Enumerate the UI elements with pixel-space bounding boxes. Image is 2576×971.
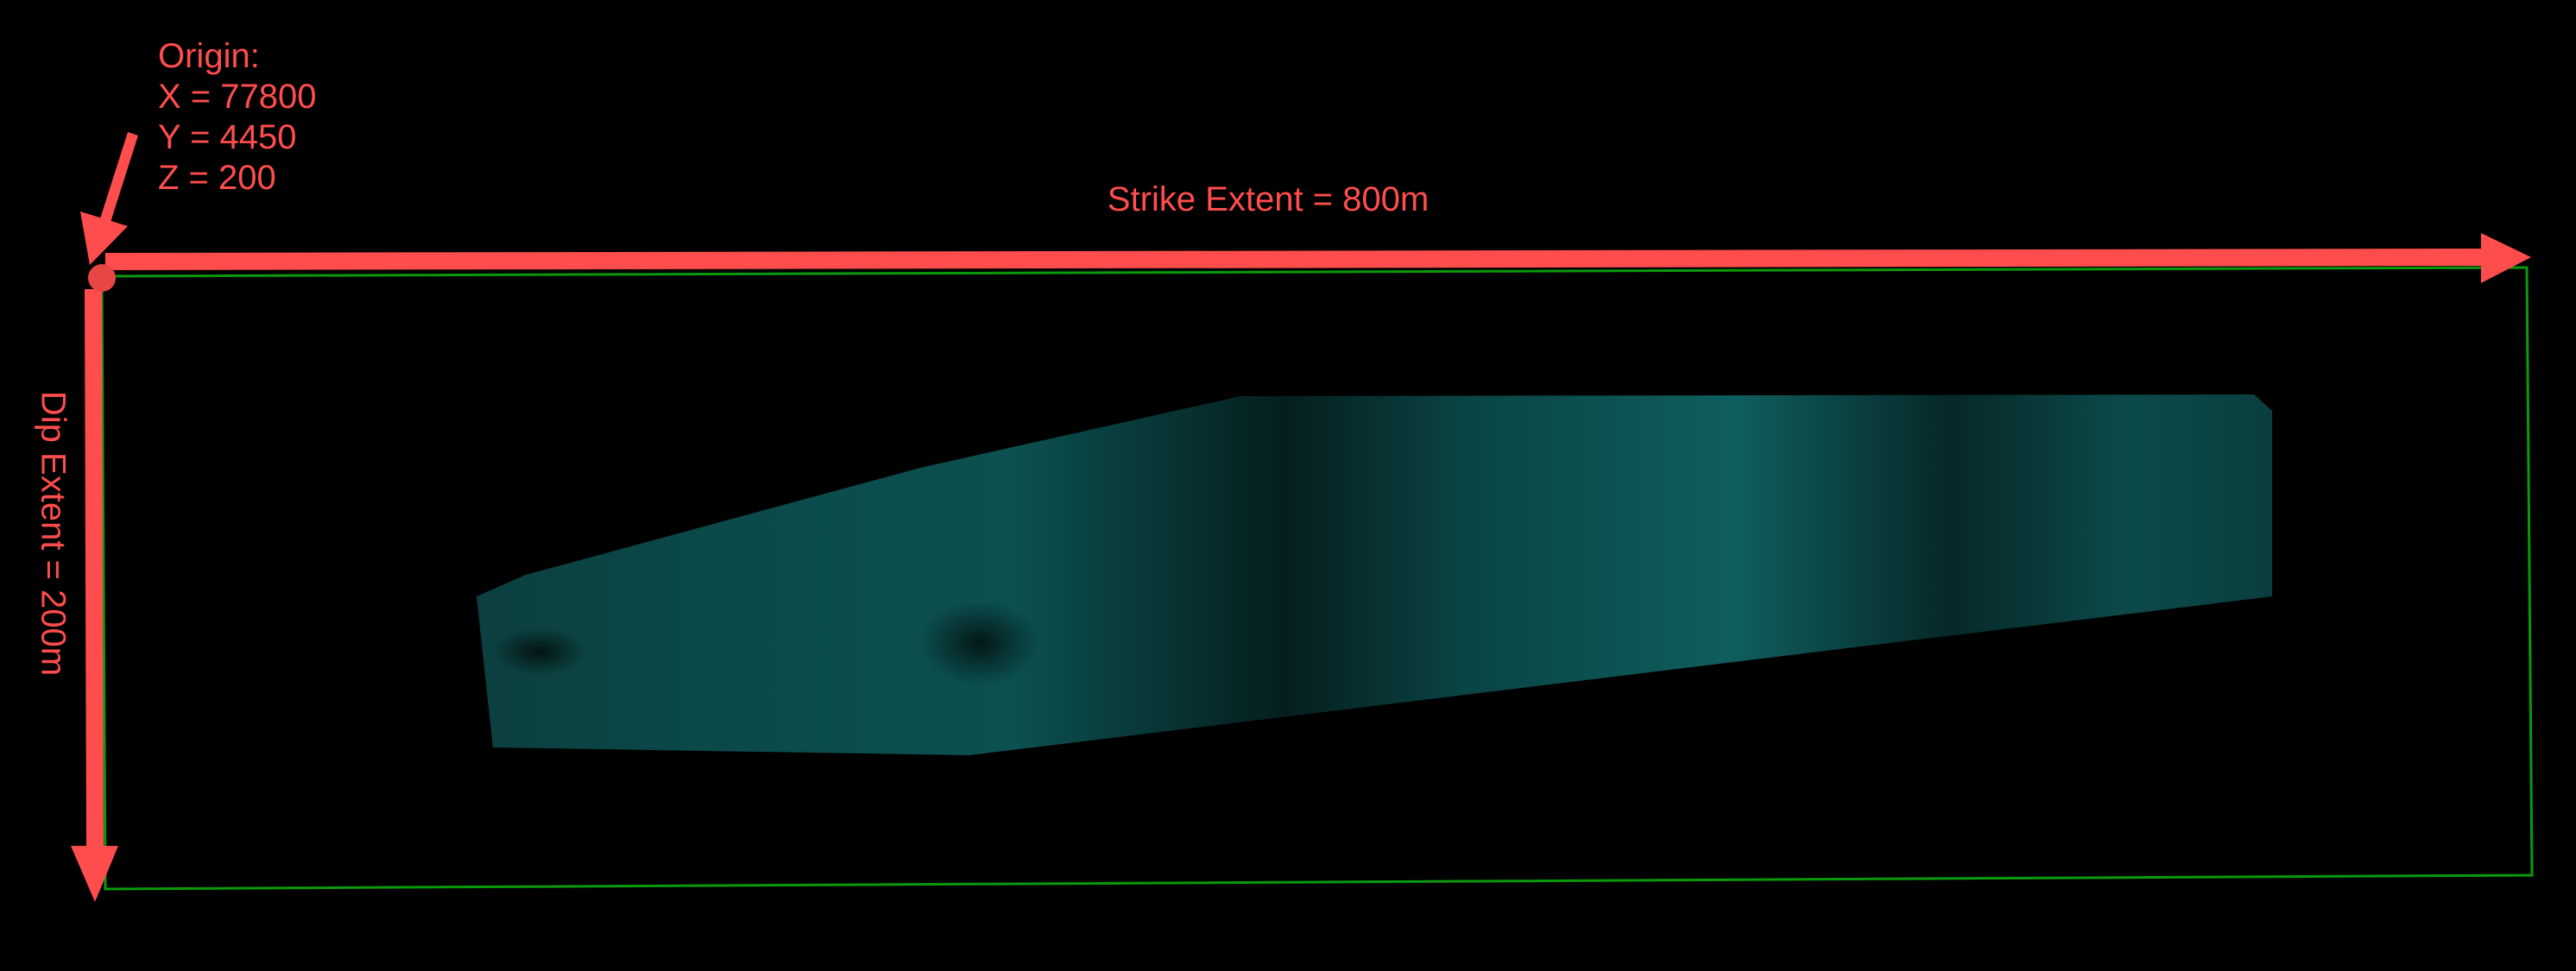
origin-x: X = 77800 [158,78,317,116]
boundary-box [100,266,2534,891]
origin-pointer-arrow [80,132,138,265]
surface-depression [492,627,587,676]
origin-marker [88,264,116,292]
strike-arrow [105,233,2531,283]
ore-surface [477,394,2272,755]
origin-y: Y = 4450 [158,118,297,156]
dip-arrow [71,289,118,902]
origin-label: Origin: X = 77800 Y = 4450 Z = 200 [158,36,317,199]
origin-title: Origin: [158,37,260,75]
strike-extent-label: Strike Extent = 800m [1107,180,1430,218]
surface-depression [919,600,1040,686]
dip-extent-label: Dip Extent = 200m [34,390,73,677]
origin-z: Z = 200 [158,159,276,197]
